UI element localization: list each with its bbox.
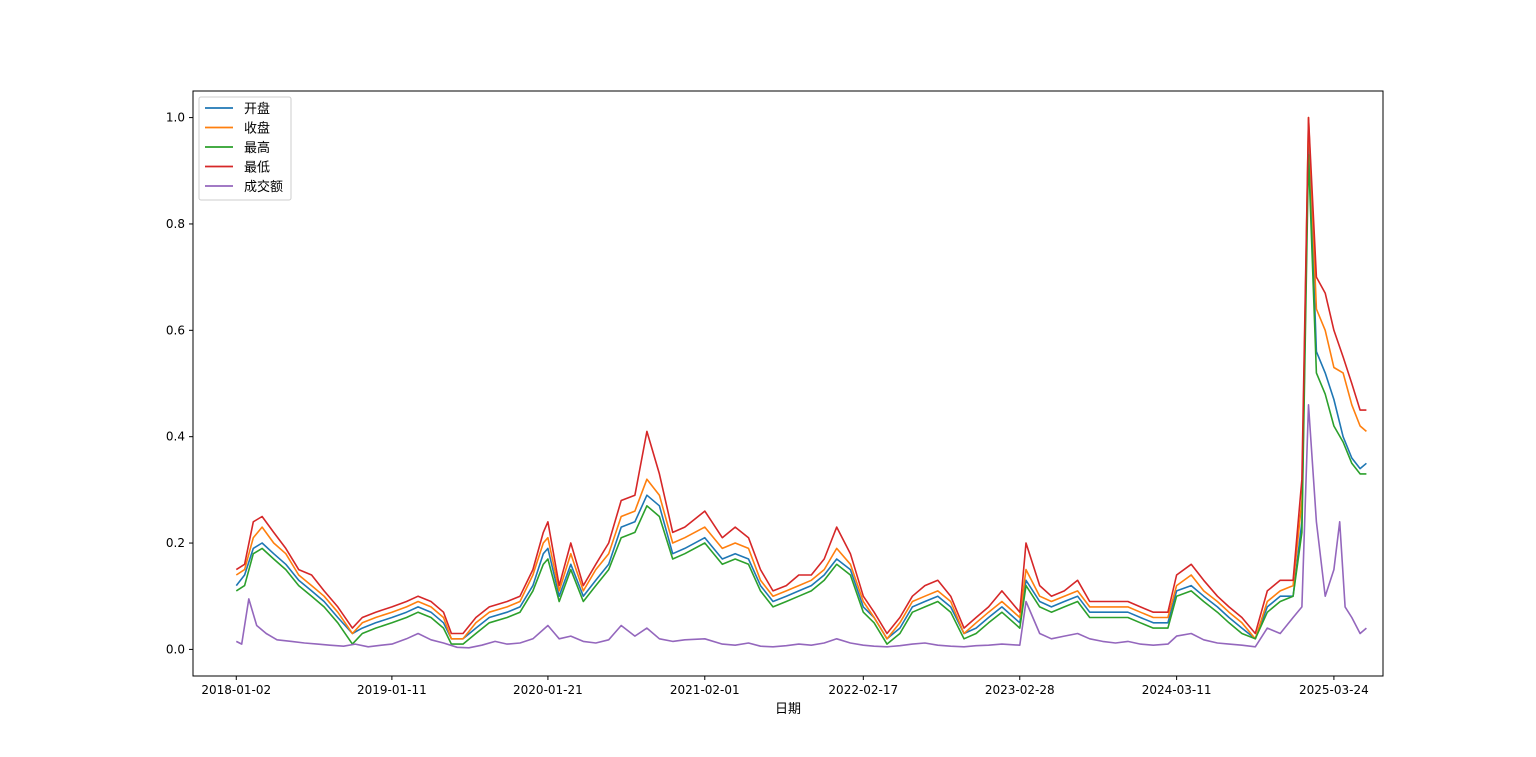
y-tick-label-2: 0.4 (166, 430, 185, 444)
x-tick-label-4: 2022-02-17 (828, 683, 898, 697)
y-axis: 0.0 0.2 0.4 0.6 0.8 1.0 (166, 111, 193, 656)
x-axis: 2018-01-02 2019-01-11 2020-01-21 2021-02-01… (201, 676, 1369, 697)
legend-box (198, 96, 292, 201)
legend-label-2: 最高 (244, 140, 270, 156)
x-tick-label-3: 2021-02-01 (670, 683, 740, 697)
legend-label-4: 成交额 (244, 179, 283, 195)
x-tick-label-1: 2019-01-11 (357, 683, 427, 697)
x-tick-label-5: 2023-02-28 (985, 683, 1055, 697)
series-layer (235, 116, 1367, 649)
y-tick-label-1: 0.2 (166, 536, 185, 550)
series-line-2 (235, 154, 1367, 645)
x-tick-label-7: 2025-03-24 (1299, 683, 1369, 697)
series-line-0 (235, 127, 1367, 640)
axes-frame (192, 90, 1384, 677)
series-line-1 (235, 116, 1367, 640)
series-line-3 (235, 116, 1367, 635)
x-tick-label-2: 2020-01-21 (513, 683, 583, 697)
x-tick-label-6: 2024-03-11 (1142, 683, 1212, 697)
y-tick-label-3: 0.6 (166, 323, 185, 337)
legend-label-1: 收盘 (244, 121, 270, 137)
legend-label-0: 开盘 (244, 101, 270, 117)
y-tick-label-0: 0.0 (166, 642, 185, 656)
x-axis-label: 日期 (775, 702, 801, 717)
series-line-4 (235, 404, 1367, 649)
y-tick-label-5: 1.0 (166, 111, 185, 125)
y-tick-label-4: 0.8 (166, 217, 185, 231)
legend-label-3: 最低 (244, 161, 270, 176)
x-tick-label-0: 2018-01-02 (201, 683, 271, 697)
